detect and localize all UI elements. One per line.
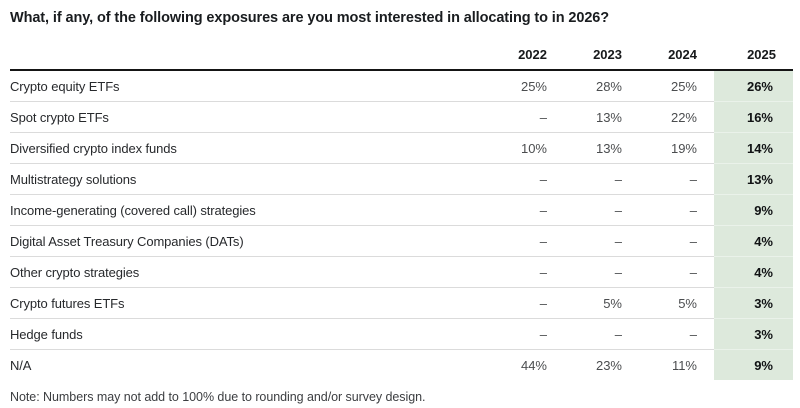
table-row: Multistrategy solutions – – –13%	[10, 163, 793, 195]
year-header-2022: 2022	[489, 29, 564, 71]
row-label: Hedge funds	[10, 318, 489, 350]
value-2024: –	[639, 256, 714, 288]
row-label: Other crypto strategies	[10, 256, 489, 288]
figure-title: What, if any, of the following exposures…	[10, 10, 610, 26]
value-2022: –	[489, 225, 564, 257]
value-2022: –	[489, 287, 564, 319]
value-2024: –	[639, 194, 714, 226]
value-2022: 10%	[489, 132, 564, 164]
value-2022: –	[489, 318, 564, 350]
table-row: Hedge funds – – –3%	[10, 318, 793, 350]
value-2023: 5%	[564, 287, 639, 319]
value-2022: 25%	[489, 70, 564, 102]
row-label: Income-generating (covered call) strateg…	[10, 194, 489, 226]
row-label: Crypto futures ETFs	[10, 287, 489, 319]
row-label: Multistrategy solutions	[10, 163, 489, 195]
value-2025: 3%	[714, 287, 793, 319]
value-2022: 44%	[520, 357, 547, 373]
value-2022: –	[489, 101, 564, 133]
row-label: N/A	[10, 357, 32, 373]
year-header-2023: 2023	[564, 29, 639, 71]
value-2023: 13%	[564, 101, 639, 133]
value-2024: 5%	[639, 287, 714, 319]
value-2022: –	[489, 256, 564, 288]
table-row: Other crypto strategies – – –4%	[10, 256, 793, 288]
value-2023: –	[564, 318, 639, 350]
value-2025: 16%	[714, 101, 793, 133]
row-label-header	[10, 29, 489, 71]
table-row: Digital Asset Treasury Companies (DATs) –…	[10, 225, 793, 257]
row-label: Diversified crypto index funds	[10, 132, 489, 164]
value-2024: 22%	[639, 101, 714, 133]
value-2024: –	[639, 318, 714, 350]
table-row: N/A 44% 23% 11% 9%	[10, 349, 793, 380]
value-2025: 14%	[714, 132, 793, 164]
row-label: Digital Asset Treasury Companies (DATs)	[10, 225, 489, 257]
year-header-2024: 2024	[639, 29, 714, 71]
value-2023: –	[564, 194, 639, 226]
value-2025: 13%	[714, 163, 793, 195]
value-2025: 26%	[714, 70, 793, 102]
table-header-row: 2022 2023 2024 2025	[10, 29, 793, 71]
table-row: Crypto futures ETFs –5% 5% 3%	[10, 287, 793, 319]
table-row: Spot crypto ETFs –13% 22% 16%	[10, 101, 793, 133]
value-2024: 11%	[671, 357, 697, 373]
value-2023: –	[564, 256, 639, 288]
value-2025: 4%	[714, 225, 793, 257]
table-row: Income-generating (covered call) strateg…	[10, 194, 793, 226]
value-2024: 19%	[639, 132, 714, 164]
table-row: Diversified crypto index funds 10% 13% 19% 1…	[10, 132, 793, 164]
value-2024: –	[639, 163, 714, 195]
value-2025: 3%	[714, 318, 793, 350]
value-2022: –	[489, 163, 564, 195]
survey-table: 2022 2023 2024 2025 Crypto equity ETFs 25% 28…	[10, 29, 793, 380]
value-2025: 9%	[714, 349, 793, 380]
row-label: Crypto equity ETFs	[10, 70, 489, 102]
value-2025: 9%	[714, 194, 793, 226]
table-row: Crypto equity ETFs 25% 28% 25% 26%	[10, 70, 793, 102]
value-2025: 4%	[714, 256, 793, 288]
value-2023: 13%	[564, 132, 639, 164]
footnote: Note: Numbers may not add to 100% due to…	[10, 390, 426, 404]
value-2023: 23%	[595, 357, 622, 373]
value-2022: –	[489, 194, 564, 226]
year-header-2025: 2025	[714, 29, 793, 71]
value-2023: –	[564, 225, 639, 257]
value-2023: 28%	[564, 70, 639, 102]
row-label: Spot crypto ETFs	[10, 101, 489, 133]
value-2023: –	[564, 163, 639, 195]
value-2024: 25%	[639, 70, 714, 102]
value-2024: –	[639, 225, 714, 257]
